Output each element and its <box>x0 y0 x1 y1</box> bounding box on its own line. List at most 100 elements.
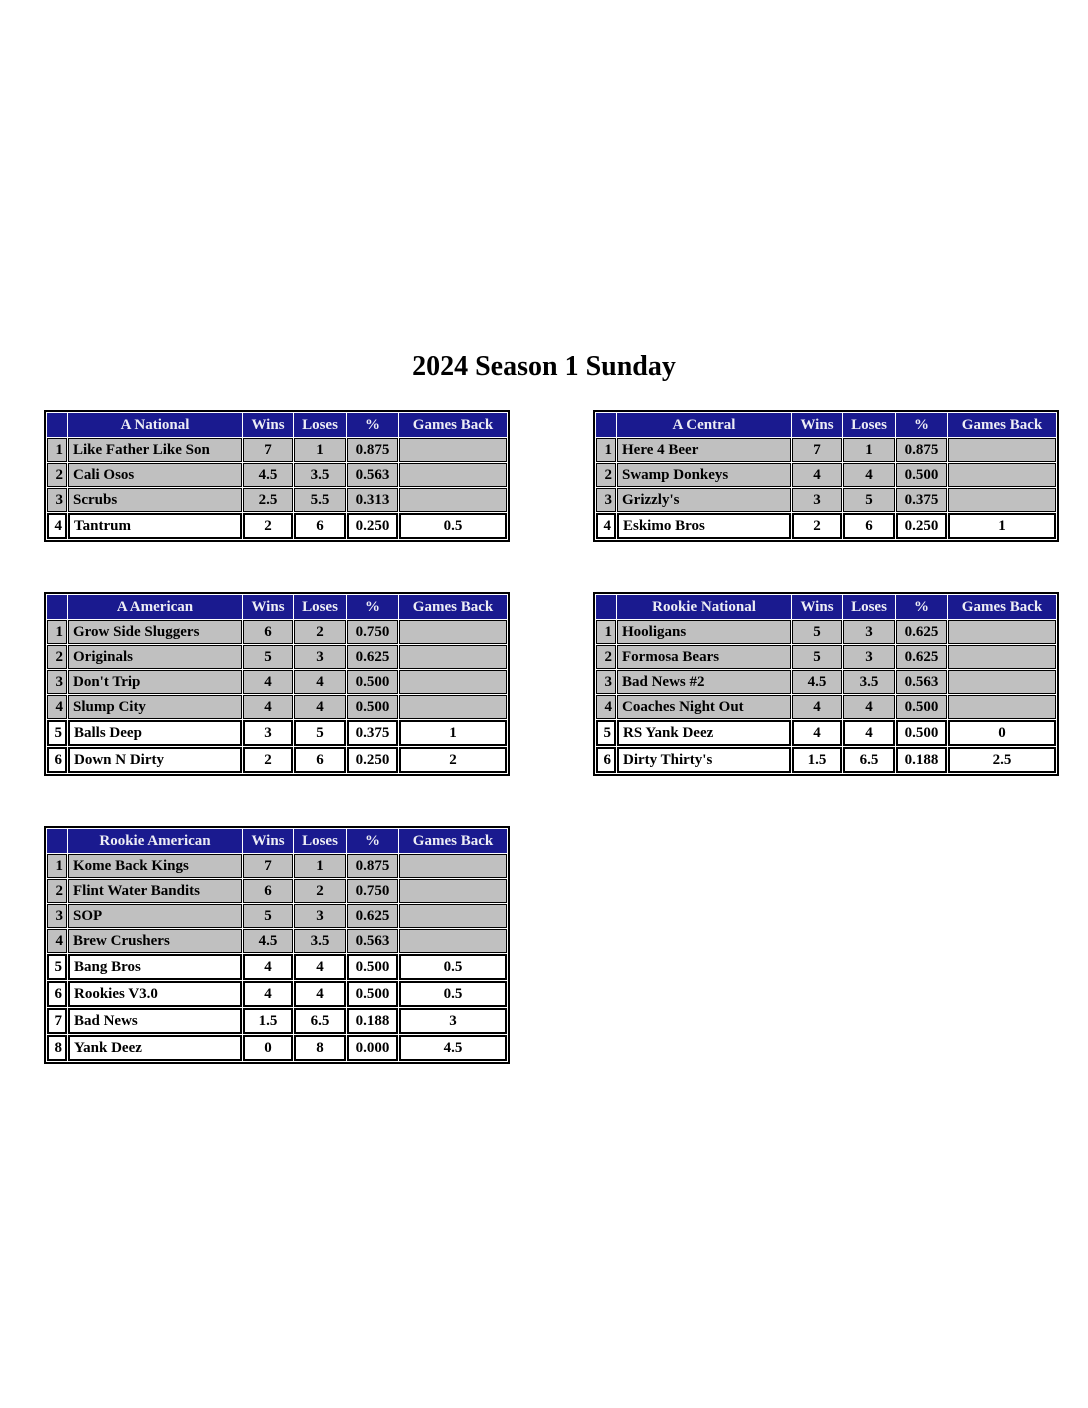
games-back-cell <box>948 645 1056 669</box>
header-row: Rookie National Wins Loses% Games Back <box>596 595 1056 619</box>
games-back-cell: 0.5 <box>399 954 507 980</box>
rank-cell: 1 <box>47 854 67 878</box>
table-row: 3 Don't Trip 4 4 0.500 <box>47 670 507 694</box>
rank-column-header <box>47 413 67 437</box>
loses-cell: 4 <box>294 670 346 694</box>
wins-cell: 3 <box>243 720 293 746</box>
table-row: 4 Slump City 4 4 0.500 <box>47 695 507 719</box>
loses-cell: 1 <box>294 438 346 462</box>
team-name-cell: Formosa Bears <box>617 645 791 669</box>
wins-column-header: Wins <box>792 413 842 437</box>
loses-cell: 4 <box>294 954 346 980</box>
standings-table: A American Wins Loses% Games Back 1 Grow Side… <box>44 592 510 776</box>
loses-cell: 1 <box>843 438 895 462</box>
games-back-cell <box>948 620 1056 644</box>
pct-column-header: % <box>896 413 947 437</box>
table-rookie-national: Rookie National Wins Loses% Games Back 1 Hool… <box>593 592 1059 776</box>
loses-cell: 5 <box>843 488 895 512</box>
header-row: A American Wins Loses% Games Back <box>47 595 507 619</box>
wins-cell: 3 <box>792 488 842 512</box>
wins-cell: 1.5 <box>792 747 842 773</box>
team-name-cell: Down N Dirty <box>68 747 242 773</box>
table-row: 3 Scrubs 2.5 5.5 0.313 <box>47 488 507 512</box>
pct-cell: 0.500 <box>347 981 398 1007</box>
pct-column-header: % <box>347 829 398 853</box>
pct-cell: 0.625 <box>896 645 947 669</box>
table-row: 4 Eskimo Bros 2 6 0.250 1 <box>596 513 1056 539</box>
rank-cell: 2 <box>596 463 616 487</box>
pct-cell: 0.250 <box>347 513 398 539</box>
header-row: Rookie American Wins Loses% Games Back <box>47 829 507 853</box>
pct-cell: 0.563 <box>347 463 398 487</box>
wins-column-header: Wins <box>243 829 293 853</box>
wins-column-header: Wins <box>243 595 293 619</box>
table-row: 6 Dirty Thirty's 1.5 6.5 0.188 2.5 <box>596 747 1056 773</box>
standings-table: A National Wins Loses% Games Back 1 Like Fath… <box>44 410 510 542</box>
pct-cell: 0.750 <box>347 620 398 644</box>
loses-cell: 3 <box>294 645 346 669</box>
rank-cell: 5 <box>47 954 67 980</box>
division-name-header: Rookie American <box>68 829 242 853</box>
table-row: 7 Bad News 1.5 6.5 0.188 3 <box>47 1008 507 1034</box>
division-name-header: A Central <box>617 413 791 437</box>
rank-cell: 2 <box>47 645 67 669</box>
table-a-central: A Central Wins Loses% Games Back 1 Here 4 Bee… <box>593 410 1059 542</box>
table-row: 3 Grizzly's 3 5 0.375 <box>596 488 1056 512</box>
pct-cell: 0.188 <box>347 1008 398 1034</box>
loses-cell: 3.5 <box>294 929 346 953</box>
pct-cell: 0.500 <box>347 954 398 980</box>
games-back-cell <box>948 695 1056 719</box>
table-row: 3 SOP 5 3 0.625 <box>47 904 507 928</box>
pct-cell: 0.625 <box>896 620 947 644</box>
games-back-cell <box>399 929 507 953</box>
games-back-cell: 0.5 <box>399 513 507 539</box>
team-name-cell: Coaches Night Out <box>617 695 791 719</box>
wins-cell: 5 <box>243 645 293 669</box>
loses-cell: 3.5 <box>294 463 346 487</box>
table-row: 2 Swamp Donkeys 4 4 0.500 <box>596 463 1056 487</box>
rank-column-header <box>596 595 616 619</box>
team-name-cell: Grow Side Sluggers <box>68 620 242 644</box>
loses-cell: 6.5 <box>294 1008 346 1034</box>
wins-cell: 4 <box>243 670 293 694</box>
page-title: 2024 Season 1 Sunday <box>412 351 676 382</box>
rank-cell: 2 <box>47 879 67 903</box>
loses-cell: 3.5 <box>843 670 895 694</box>
games-back-column-header: Games Back <box>399 829 507 853</box>
team-name-cell: Like Father Like Son <box>68 438 242 462</box>
pct-cell: 0.875 <box>347 854 398 878</box>
loses-cell: 4 <box>843 720 895 746</box>
wins-cell: 4.5 <box>243 463 293 487</box>
standings-table: Rookie American Wins Loses% Games Back 1 Kome… <box>44 826 510 1064</box>
games-back-cell: 2 <box>399 747 507 773</box>
pct-column-header: % <box>896 595 947 619</box>
rank-cell: 2 <box>596 645 616 669</box>
games-back-cell <box>399 904 507 928</box>
table-row: 2 Originals 5 3 0.625 <box>47 645 507 669</box>
games-back-column-header: Games Back <box>948 595 1056 619</box>
rank-cell: 3 <box>47 904 67 928</box>
table-a-american: A American Wins Loses% Games Back 1 Grow Side… <box>44 592 510 776</box>
table-row: 1 Like Father Like Son 7 1 0.875 <box>47 438 507 462</box>
games-back-cell <box>948 670 1056 694</box>
team-name-cell: Don't Trip <box>68 670 242 694</box>
loses-cell: 4 <box>294 981 346 1007</box>
wins-cell: 4 <box>243 981 293 1007</box>
wins-cell: 4 <box>792 695 842 719</box>
team-name-cell: Balls Deep <box>68 720 242 746</box>
standings-table: A Central Wins Loses% Games Back 1 Here 4 Bee… <box>593 410 1059 542</box>
wins-cell: 0 <box>243 1035 293 1061</box>
loses-cell: 5.5 <box>294 488 346 512</box>
team-name-cell: SOP <box>68 904 242 928</box>
team-name-cell: Eskimo Bros <box>617 513 791 539</box>
division-name-header: Rookie National <box>617 595 791 619</box>
rank-cell: 5 <box>47 720 67 746</box>
team-name-cell: Slump City <box>68 695 242 719</box>
table-row: 1 Here 4 Beer 7 1 0.875 <box>596 438 1056 462</box>
table-row: 5 Bang Bros 4 4 0.500 0.5 <box>47 954 507 980</box>
rank-cell: 3 <box>47 670 67 694</box>
rank-cell: 3 <box>596 488 616 512</box>
table-a-national: A National Wins Loses% Games Back 1 Like Fath… <box>44 410 510 542</box>
games-back-cell: 3 <box>399 1008 507 1034</box>
pct-cell: 0.625 <box>347 904 398 928</box>
